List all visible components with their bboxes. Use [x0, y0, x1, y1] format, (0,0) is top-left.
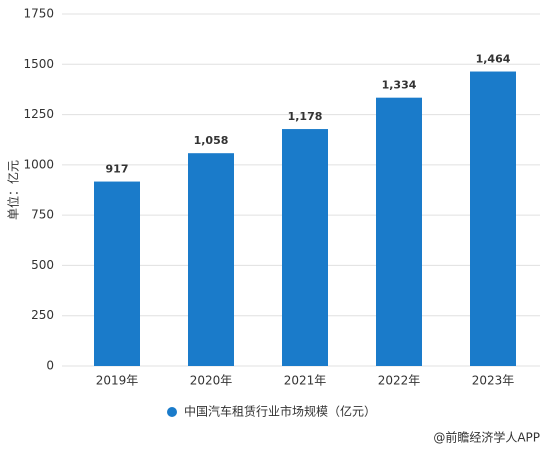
x-tick-label: 2019年: [96, 374, 139, 388]
data-label: 917: [106, 163, 129, 176]
bar: [470, 71, 516, 366]
x-tick-label: 2020年: [190, 374, 233, 388]
y-tick-label: 750: [31, 208, 54, 222]
y-tick-label: 500: [31, 258, 54, 272]
x-tick-label: 2023年: [472, 374, 515, 388]
y-tick-label: 1250: [23, 107, 54, 121]
data-label: 1,178: [288, 110, 323, 123]
x-tick-label: 2021年: [284, 374, 327, 388]
y-axis-label: 单位：亿元: [6, 160, 21, 220]
bar: [188, 153, 234, 366]
y-tick-label: 1000: [23, 157, 54, 171]
source: @前瞻经济学人APP: [433, 430, 540, 445]
x-tick-label: 2022年: [378, 374, 421, 388]
legend-label: 中国汽车租赁行业市场规模（亿元）: [184, 404, 376, 419]
legend-marker: [167, 407, 177, 417]
y-tick-label: 1750: [23, 7, 54, 21]
y-tick-label: 1500: [23, 57, 54, 71]
bar: [376, 97, 422, 367]
data-label: 1,464: [476, 53, 511, 66]
y-tick-label: 0: [46, 359, 54, 373]
bar: [282, 129, 328, 366]
data-label: 1,334: [382, 79, 417, 92]
bar: [94, 181, 140, 366]
y-tick-label: 250: [31, 308, 54, 322]
data-label: 1,058: [194, 134, 229, 147]
